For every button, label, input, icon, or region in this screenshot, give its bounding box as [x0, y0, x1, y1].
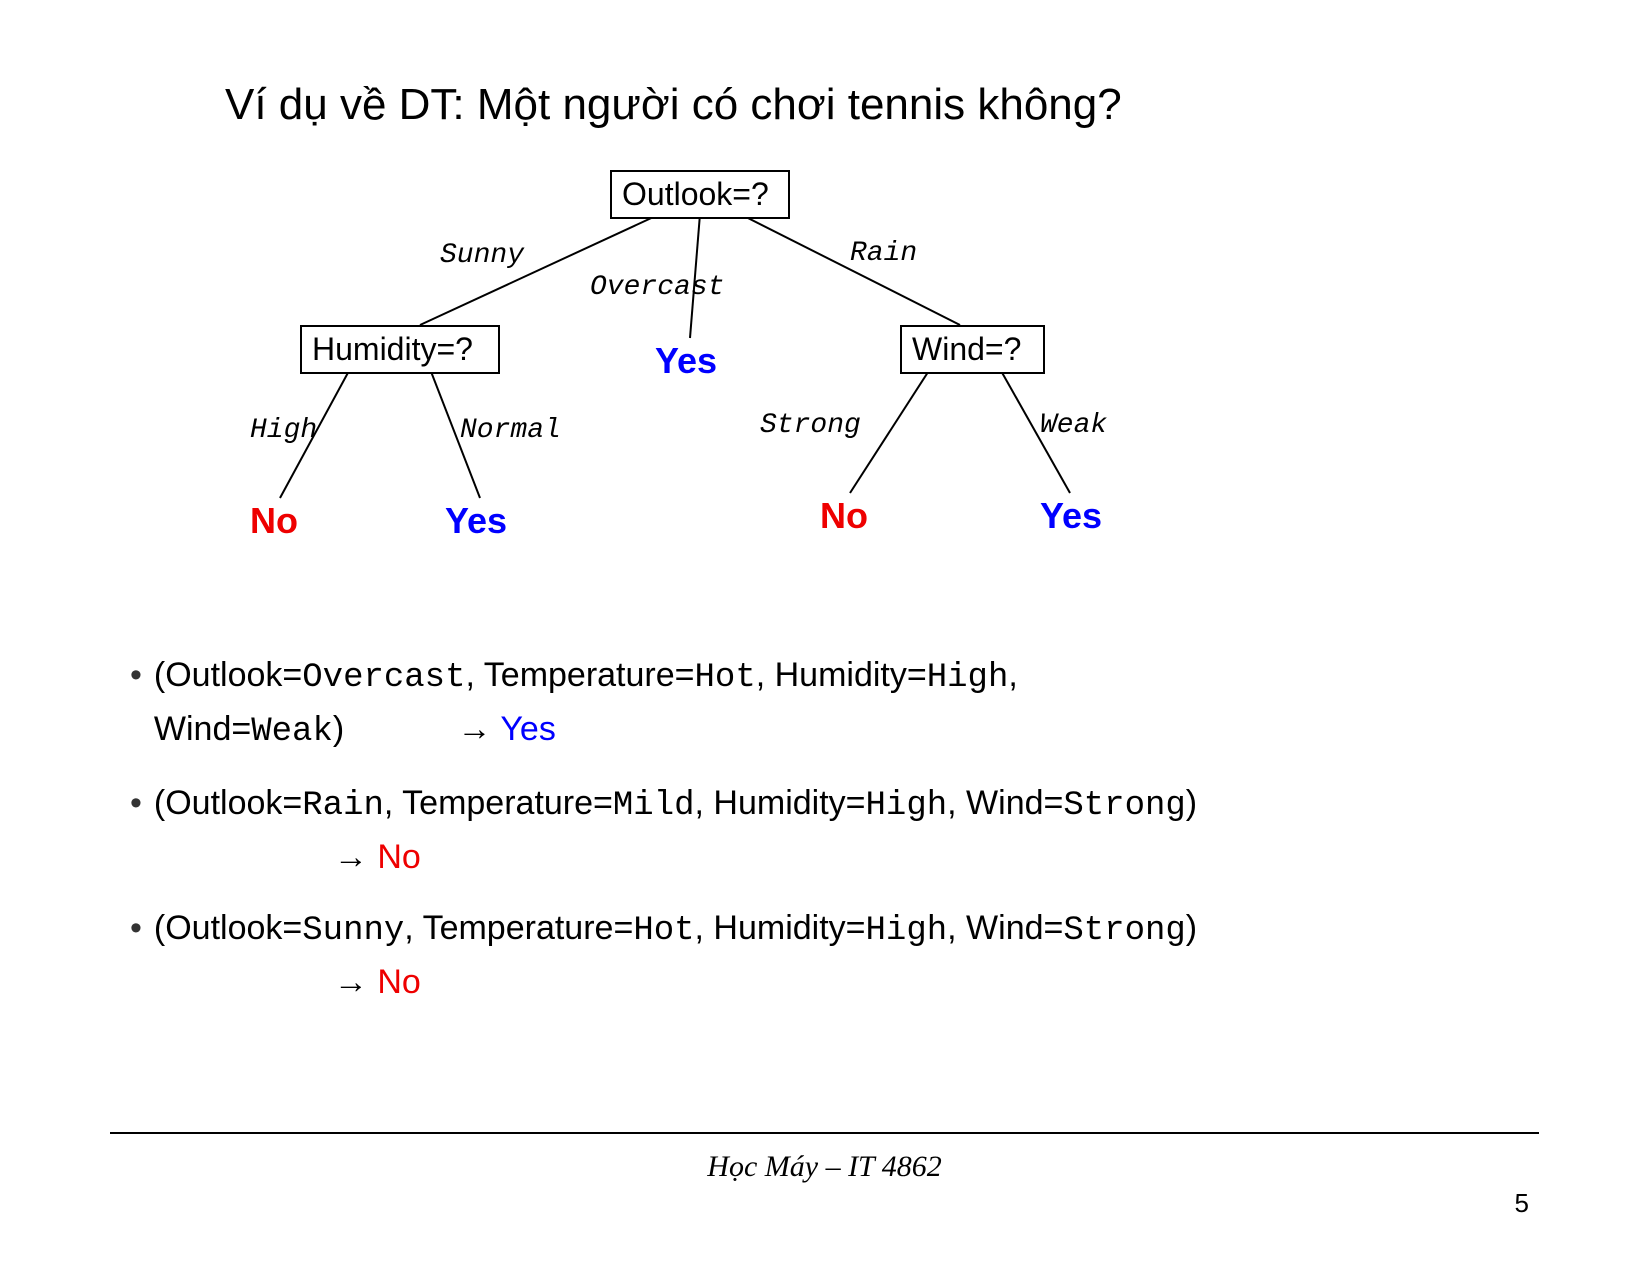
leaf-high-no: No: [250, 500, 298, 542]
node-wind: Wind=?: [900, 325, 1045, 374]
bullet-line: Wind=Weak) → Yes: [154, 704, 1520, 758]
bullet-row: •(Outlook=Rain, Temperature=Mild, Humidi…: [130, 778, 1520, 883]
bullet-marker: •: [130, 903, 142, 1008]
bullet-text: (Outlook=Rain, Temperature=Mild, Humidit…: [154, 778, 1520, 883]
edge-label-overcast: Overcast: [590, 272, 724, 303]
bullet-row: •(Outlook=Overcast, Temperature=Hot, Hum…: [130, 650, 1520, 758]
edge-label-sunny: Sunny: [440, 240, 524, 271]
footer-rule: [110, 1132, 1539, 1134]
edge-label-weak: Weak: [1040, 410, 1107, 441]
leaf-overcast-yes: Yes: [655, 340, 717, 382]
bullet-marker: •: [130, 778, 142, 883]
bullet-text: (Outlook=Sunny, Temperature=Hot, Humidit…: [154, 903, 1520, 1008]
bullet-result: → No: [154, 832, 1520, 883]
edge-label-normal: Normal: [460, 415, 561, 446]
example-bullets: •(Outlook=Overcast, Temperature=Hot, Hum…: [130, 650, 1520, 1008]
leaf-weak-yes: Yes: [1040, 495, 1102, 537]
bullet-line: (Outlook=Rain, Temperature=Mild, Humidit…: [154, 778, 1520, 832]
bullet-marker: •: [130, 650, 142, 758]
edge-label-strong: Strong: [760, 410, 861, 441]
node-root: Outlook=?: [610, 170, 790, 219]
slide: Ví dụ về DT: Một người có chơi tennis kh…: [130, 80, 1520, 1180]
leaf-normal-yes: Yes: [445, 500, 507, 542]
footer-text: Học Máy – IT 4862: [0, 1150, 1649, 1184]
edge-label-high: High: [250, 415, 317, 446]
edge-label-rain: Rain: [850, 238, 917, 269]
bullet-row: •(Outlook=Sunny, Temperature=Hot, Humidi…: [130, 903, 1520, 1008]
bullet-result: → No: [154, 957, 1520, 1008]
bullet-line: (Outlook=Sunny, Temperature=Hot, Humidit…: [154, 903, 1520, 957]
decision-tree: Outlook=? Humidity=? Wind=? Yes No Yes N…: [170, 170, 1270, 590]
slide-title: Ví dụ về DT: Một người có chơi tennis kh…: [130, 80, 1520, 130]
node-humidity: Humidity=?: [300, 325, 500, 374]
tree-edges: [170, 170, 1270, 590]
bullet-line: (Outlook=Overcast, Temperature=Hot, Humi…: [154, 650, 1520, 704]
bullet-text: (Outlook=Overcast, Temperature=Hot, Humi…: [154, 650, 1520, 758]
leaf-strong-no: No: [820, 495, 868, 537]
page-number: 5: [1515, 1188, 1529, 1219]
